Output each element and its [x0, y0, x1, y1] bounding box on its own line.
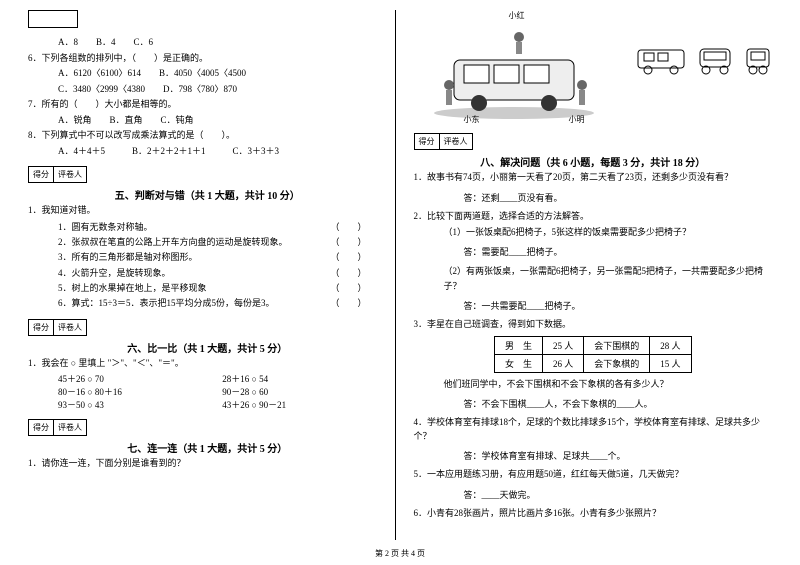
section-7-title: 七、连一连（共 1 大题，共计 5 分） [28, 440, 387, 455]
score-label: 得分 [29, 420, 54, 435]
compare-row-3: 93－50 ○ 4343＋26 ○ 90－21 [28, 398, 387, 411]
s5-1-5: 5．树上的水果掉在地上，是平移现象（ ） [28, 281, 387, 295]
van-front-icon [696, 45, 734, 75]
q7-opts: A．锐角 B．直角 C．钝角 [58, 114, 387, 128]
s5-1-4: 4．火箭升空，是旋转现象。（ ） [28, 266, 387, 280]
section-5-title: 五、判断对与错（共 1 大题，共计 10 分） [28, 187, 387, 202]
section-6-title: 六、比一比（共 1 大题，共计 5 分） [28, 340, 387, 355]
q6: 6．下列各组数的排列中，（ ）是正确的。 [28, 52, 387, 66]
van-views [636, 45, 772, 75]
s8-q4-ans: 答：学校体育室有排球、足球共____个。 [414, 449, 773, 462]
s6-q1: 1．我会在 ○ 里填上 "＞"、"＜"、"＝"。 [28, 357, 387, 371]
label-xiaodong: 小东 [464, 114, 480, 125]
compare-row-2: 80－16 ○ 80＋1690－28 ○ 60 [28, 385, 387, 398]
right-column: 小红 小东 小明 [406, 10, 781, 540]
section-8-head: 得分 评卷人 [414, 133, 773, 150]
scene-illustration: 小红 小东 小明 [414, 10, 773, 125]
survey-table: 男 生25 人会下围棋的28 人 女 生26 人会下象棋的15 人 [494, 336, 692, 373]
q5-options: A．8 B．4 C．6 [58, 36, 387, 50]
s5-1-1: 1．圆有无数条对称轴。（ ） [28, 220, 387, 234]
s5-1-2: 2．张叔叔在笔直的公路上开车方向盘的运动是旋转现象。（ ） [28, 235, 387, 249]
label-xiaohong: 小红 [509, 10, 525, 21]
s5-q1: 1．我知道对错。 [28, 204, 387, 218]
q8-opts: A．4＋4＋5 B．2＋2＋2＋1＋1 C．3＋3＋3 [58, 145, 387, 159]
s5-1-3: 3．所有的三角形都是轴对称图形。（ ） [28, 250, 387, 264]
s7-q1: 1．请你连一连，下面分别是谁看到的？ [28, 457, 387, 471]
section-7-head: 得分 评卷人 [28, 419, 387, 436]
s8-q2: 2．比较下面两道题，选择合适的方法解答。 [414, 210, 773, 224]
page-footer: 第 2 页 共 4 页 [0, 548, 800, 559]
s8-q5: 5．一本应用题练习册，有应用题50道，红红每天做5道，几天做完？ [414, 468, 773, 482]
table-row: 男 生25 人会下围棋的28 人 [494, 336, 691, 354]
s8-q2-2-ans: 答：一共需要配____把椅子。 [414, 299, 773, 312]
s8-q2-1: （1）一张饭桌配6把椅子，5张这样的饭桌需要配多少把椅子？ [414, 225, 773, 239]
s8-q2-2: （2）有两张饭桌，一张需配6把椅子，另一张需配5把椅子，一共需要配多少把椅子？ [414, 264, 773, 293]
s8-q1-ans: 答：还剩____页没有看。 [414, 191, 773, 204]
score-label: 得分 [415, 134, 440, 149]
score-label: 得分 [29, 320, 54, 335]
grader-label: 评卷人 [54, 420, 86, 435]
section-8-title: 八、解决问题（共 6 小题，每题 3 分，共计 18 分） [414, 154, 773, 169]
s8-q4: 4．学校体育室有排球18个，足球的个数比排球多15个，学校体育室有排球、足球共多… [414, 416, 773, 443]
q6-opt-cd: C．3480〈2999〈4380 D．798〈780〉870 [58, 83, 387, 97]
left-column: A．8 B．4 C．6 6．下列各组数的排列中，（ ）是正确的。 A．6120〈… [20, 10, 396, 540]
compare-row-1: 45＋26 ○ 7028＋16 ○ 54 [28, 372, 387, 385]
s8-q3-sub: 他们班同学中，不会下围棋和不会下象棋的各有多少人？ [414, 377, 773, 391]
grader-label: 评卷人 [440, 134, 472, 149]
s8-q1: 1．故事书有74页，小丽第一天看了20页，第二天看了23页，还剩多少页没有看？ [414, 171, 773, 185]
score-box: 得分 评卷人 [414, 133, 473, 150]
section-6-head: 得分 评卷人 [28, 319, 387, 336]
van-scene-icon [424, 25, 604, 120]
grader-label: 评卷人 [54, 320, 86, 335]
q6-opt-ab: A．6120〈6100〉614 B．4050〈4005〈4500 [58, 67, 387, 81]
s8-q6: 6．小青有28张画片，照片比画片多16张。小青有多少张照片？ [414, 507, 773, 521]
section-5-head: 得分 评卷人 [28, 166, 387, 183]
grader-label: 评卷人 [54, 167, 86, 182]
van-back-icon [744, 45, 772, 75]
score-label: 得分 [29, 167, 54, 182]
s8-q3: 3．李星在自己班调查，得到如下数据。 [414, 318, 773, 332]
q8: 8．下列算式中不可以改写成乘法算式的是（ ）。 [28, 129, 387, 143]
s5-1-6: 6．算式：15÷3＝5．表示把15平均分成5份，每份是3。（ ） [28, 296, 387, 310]
score-box: 得分 评卷人 [28, 419, 87, 436]
rectangle-shape [28, 10, 78, 28]
van-side-icon [636, 45, 686, 75]
s8-q3-ans: 答：不会下围棋____人，不会下象棋的____人。 [414, 397, 773, 410]
q7: 7．所有的（ ）大小都是相等的。 [28, 98, 387, 112]
table-row: 女 生26 人会下象棋的15 人 [494, 354, 691, 372]
s8-q2-1-ans: 答：需要配____把椅子。 [414, 245, 773, 258]
score-box: 得分 评卷人 [28, 319, 87, 336]
s8-q5-ans: 答：____天做完。 [414, 488, 773, 501]
score-box: 得分 评卷人 [28, 166, 87, 183]
label-xiaoming: 小明 [569, 114, 585, 125]
